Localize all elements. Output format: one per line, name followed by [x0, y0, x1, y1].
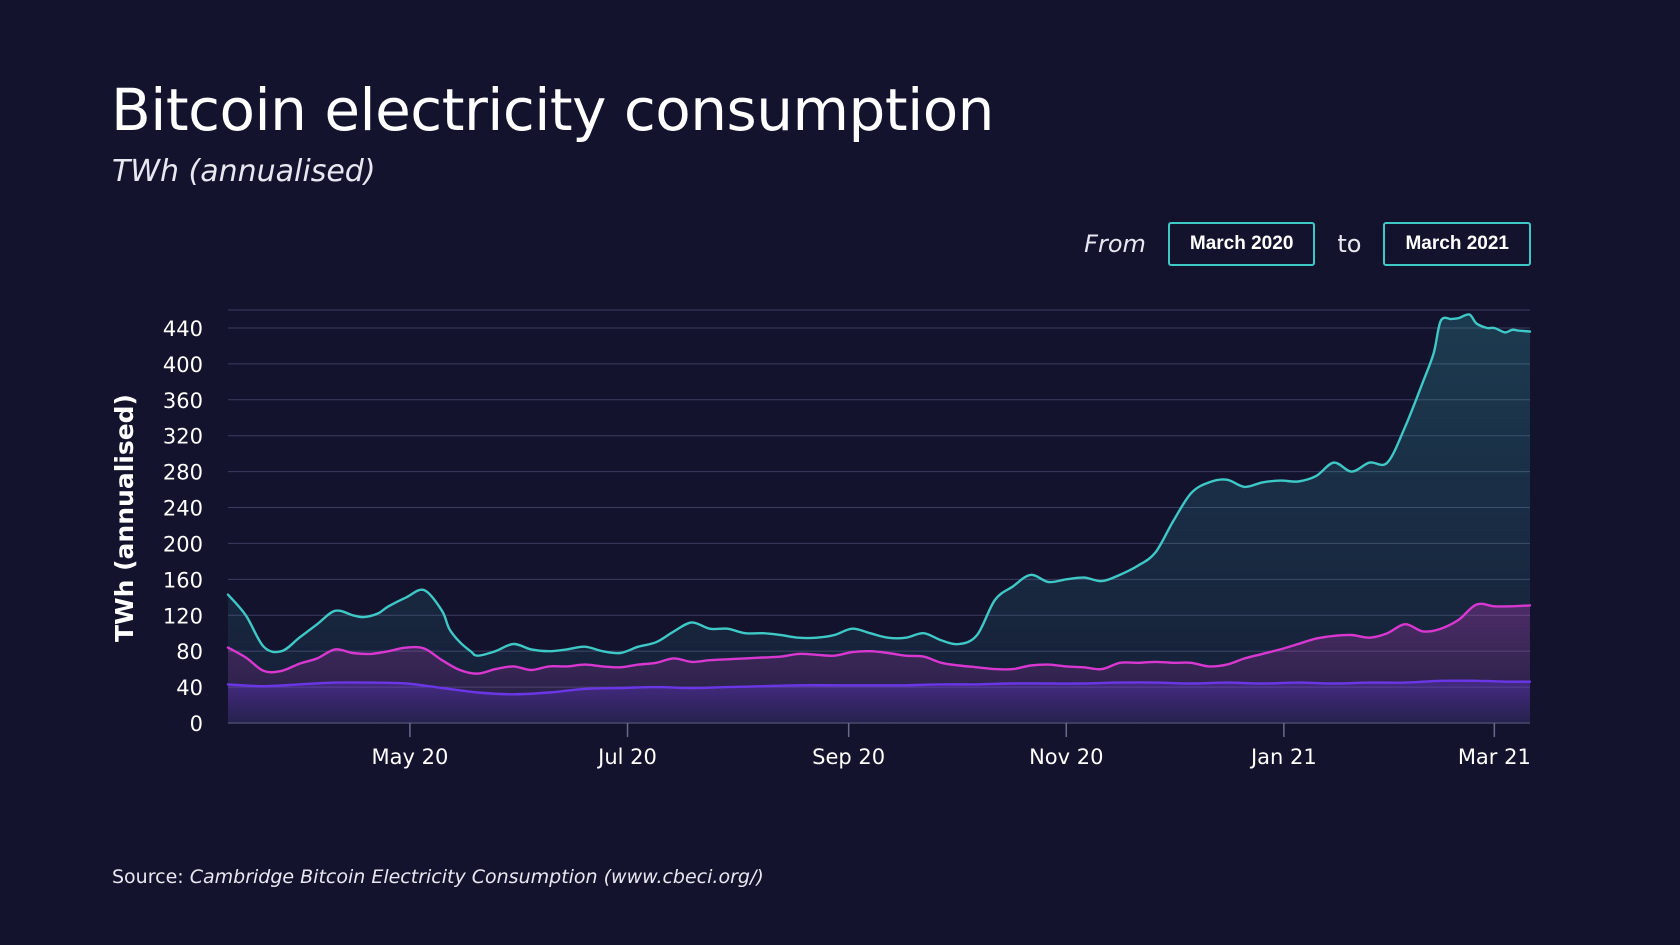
- series-area-upper-bound: [228, 314, 1530, 723]
- date-range-selector: From March 2020 to March 2021: [1084, 222, 1531, 266]
- y-tick-label: 120: [163, 604, 203, 628]
- to-date-button[interactable]: March 2021: [1383, 222, 1531, 266]
- axes: 0 40 80 120 160 200 240 280 320 360 400 440 May 20 Ju…: [163, 317, 1531, 769]
- y-tick-label: 40: [176, 676, 203, 700]
- series-lines: [226, 313, 1532, 696]
- x-tick-label: Jan 21: [1249, 745, 1317, 769]
- source-note: Source: Cambridge Bitcoin Electricity Co…: [112, 866, 764, 888]
- y-tick-label: 360: [163, 389, 203, 413]
- series-area-lower-bound: [228, 680, 1530, 723]
- series-areas: [228, 314, 1530, 723]
- from-label: From: [1084, 230, 1146, 258]
- x-tick-label: Sep 20: [812, 745, 885, 769]
- y-tick-label: 240: [163, 497, 203, 521]
- to-label: to: [1337, 230, 1362, 258]
- chart-subtitle: TWh (annualised): [112, 154, 376, 189]
- series-line-upper-bound: [226, 313, 1532, 657]
- y-axis-label: TWh (annualised): [110, 394, 139, 642]
- x-tick-label: Jul 20: [596, 745, 657, 769]
- x-tick-label: Nov 20: [1029, 745, 1103, 769]
- source-prefix: Source:: [112, 866, 184, 888]
- y-tick-label: 160: [163, 568, 203, 592]
- series-line-estimate: [226, 602, 1532, 675]
- y-tick-label: 440: [163, 317, 203, 341]
- from-date-button[interactable]: March 2020: [1167, 222, 1316, 266]
- source-text: Cambridge Bitcoin Electricity Consumptio…: [189, 866, 764, 888]
- y-tick-label: 80: [176, 640, 203, 664]
- y-tick-label: 320: [163, 425, 203, 449]
- y-tick-label: 200: [163, 532, 203, 556]
- y-tick-label: 400: [163, 353, 203, 377]
- x-tick-label: May 20: [372, 745, 449, 769]
- x-tick-label: Mar 21: [1458, 745, 1531, 769]
- y-tick-label: 0: [190, 712, 203, 736]
- y-tick-label: 280: [163, 461, 203, 485]
- chart-title: Bitcoin electricity consumption: [111, 76, 994, 144]
- series-line-lower-bound: [226, 679, 1532, 696]
